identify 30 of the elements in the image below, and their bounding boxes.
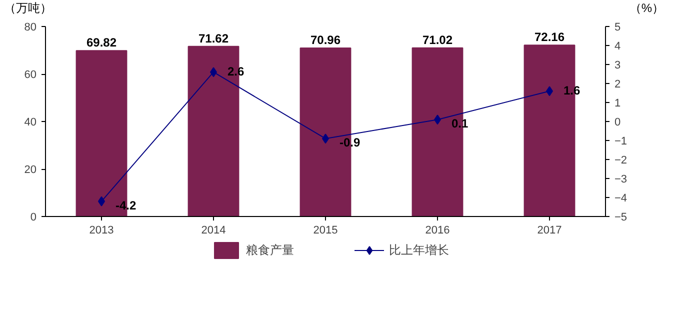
x-tick-label: 2013 bbox=[89, 224, 114, 236]
y2-tick-label: −5 bbox=[614, 212, 628, 224]
data-label: 72.16 bbox=[534, 30, 565, 44]
y-tick-label: 60 bbox=[24, 69, 37, 81]
y-axis-title: （万吨） bbox=[4, 0, 52, 17]
y-tick-label: 80 bbox=[24, 22, 37, 34]
y2-tick-label: 4 bbox=[614, 40, 621, 52]
data-label: 71.02 bbox=[422, 32, 453, 47]
y2-tick-label: −2 bbox=[614, 154, 628, 166]
x-tick-label: 2017 bbox=[537, 224, 562, 236]
data-label: 70.96 bbox=[310, 32, 341, 47]
data-label: 69.82 bbox=[86, 36, 117, 50]
y2-tick-label: −1 bbox=[614, 136, 628, 148]
y-tick-label: 40 bbox=[24, 116, 37, 128]
legend-label: 粮食产量 bbox=[246, 242, 294, 258]
data-label: 71.62 bbox=[198, 31, 229, 46]
x-tick-label: 2016 bbox=[425, 224, 450, 236]
y-tick-label: 20 bbox=[24, 164, 37, 176]
y2-tick-label: 3 bbox=[614, 60, 621, 72]
x-tick-label: 2014 bbox=[201, 224, 226, 236]
y2-tick-label: 2 bbox=[614, 78, 621, 90]
y2-axis-title: （%） bbox=[629, 0, 664, 17]
y-tick-label: 0 bbox=[30, 212, 37, 224]
y2-tick-label: −4 bbox=[614, 192, 628, 204]
x-tick-label: 2015 bbox=[313, 224, 338, 236]
y2-tick-label: −3 bbox=[614, 174, 628, 186]
legend-label: 比上年增长 bbox=[389, 242, 449, 258]
y2-tick-label: 1 bbox=[614, 98, 621, 110]
y2-tick-label: 0 bbox=[614, 116, 621, 128]
y2-tick-label: 5 bbox=[614, 22, 621, 34]
